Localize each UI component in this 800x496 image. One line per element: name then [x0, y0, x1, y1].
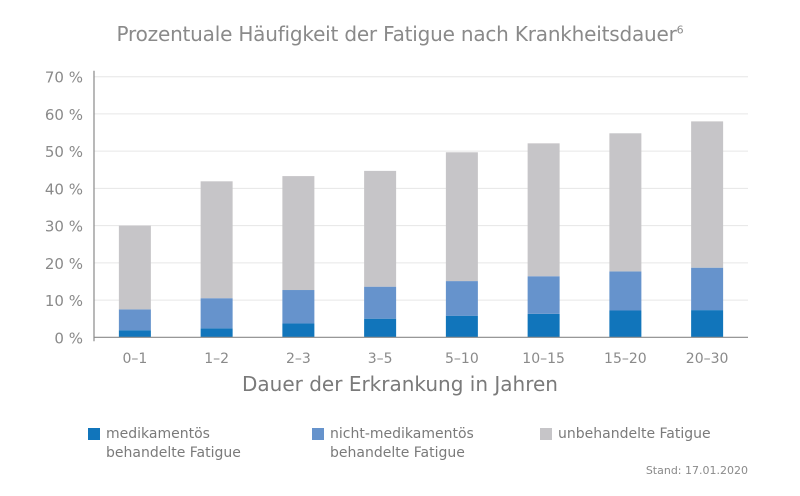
- bar-segment: [445, 315, 478, 338]
- bar-segment: [118, 225, 151, 310]
- bar-segment: [118, 330, 151, 338]
- bar-segment: [691, 267, 724, 311]
- bar-segment: [282, 176, 315, 291]
- legend-label: unbehandelte Fatigue: [558, 426, 711, 442]
- y-tick-label: 60 %: [45, 106, 83, 124]
- bar-segment: [609, 271, 642, 311]
- legend-item-nicht-medikamentoes: nicht-medikamentös behandelte Fatigue: [312, 425, 474, 463]
- y-tick-label: 0 %: [54, 329, 83, 347]
- bar-segment: [609, 133, 642, 272]
- legend-label: nicht-medikamentös: [330, 426, 474, 442]
- bar-segment: [527, 276, 560, 314]
- bar-segment: [364, 170, 397, 287]
- y-tick-label: 20 %: [45, 255, 83, 273]
- x-tick-label: 20–30: [686, 351, 729, 367]
- bar-segment: [527, 143, 560, 277]
- chart-title: Prozentuale Häufigkeit der Fatigue nach …: [0, 22, 800, 46]
- x-axis-label: Dauer der Erkrankung in Jahren: [242, 372, 558, 396]
- y-tick-label: 50 %: [45, 143, 83, 161]
- legend-swatch: [88, 428, 100, 440]
- title-footnote-ref: 6: [676, 23, 684, 37]
- bar-segment: [200, 181, 233, 299]
- bar-segment: [691, 310, 724, 338]
- x-tick-label: 1–2: [204, 351, 229, 367]
- bar-segment: [364, 318, 397, 338]
- y-tick-label: 70 %: [45, 69, 83, 87]
- bar-segment: [364, 286, 397, 319]
- y-tick-label: 40 %: [45, 180, 83, 198]
- x-tick-label: 2–3: [286, 351, 311, 367]
- legend-item-medikamentoes: medikamentös behandelte Fatigue: [88, 425, 241, 463]
- bar-segment: [527, 313, 560, 338]
- legend-item-unbehandelt: unbehandelte Fatigue: [540, 425, 711, 444]
- x-tick-label: 3–5: [368, 351, 393, 367]
- legend-label: behandelte Fatigue: [330, 445, 465, 461]
- y-tick-label: 30 %: [45, 218, 83, 236]
- legend-swatch: [540, 428, 552, 440]
- footnote-date: Stand: 17.01.2020: [645, 464, 748, 477]
- bar-segment: [445, 281, 478, 316]
- legend-label: medikamentös: [106, 426, 210, 442]
- y-tick-label: 10 %: [45, 292, 83, 310]
- bar-segment: [282, 323, 315, 338]
- x-tick-label: 15–20: [604, 351, 647, 367]
- x-tick-label: 0–1: [122, 351, 147, 367]
- bar-segment: [118, 309, 151, 331]
- title-text: Prozentuale Häufigkeit der Fatigue nach …: [116, 22, 677, 46]
- bar-segment: [691, 121, 724, 268]
- x-tick-label: 10–15: [522, 351, 565, 367]
- legend-label: behandelte Fatigue: [106, 445, 241, 461]
- bar-segment: [609, 310, 642, 338]
- bar-segment: [200, 298, 233, 329]
- bar-segment: [445, 152, 478, 282]
- legend-swatch: [312, 428, 324, 440]
- x-tick-label: 5–10: [445, 351, 479, 367]
- bar-segment: [282, 290, 315, 324]
- bar-segment: [200, 328, 233, 338]
